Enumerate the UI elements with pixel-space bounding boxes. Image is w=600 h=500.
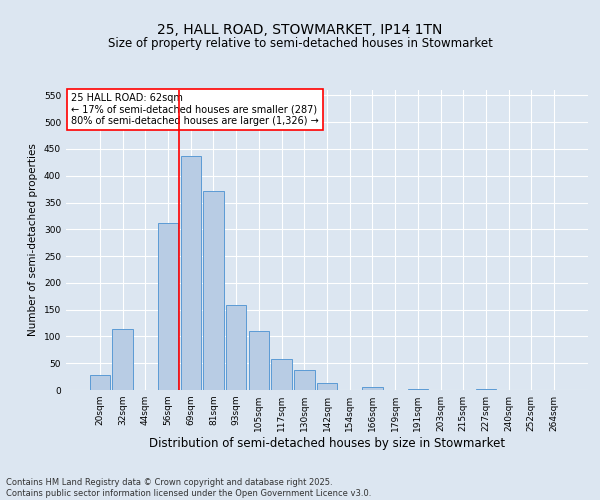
Text: 25 HALL ROAD: 62sqm
← 17% of semi-detached houses are smaller (287)
80% of semi-: 25 HALL ROAD: 62sqm ← 17% of semi-detach…	[71, 93, 319, 126]
Bar	[181, 156, 201, 390]
Text: Size of property relative to semi-detached houses in Stowmarket: Size of property relative to semi-detach…	[107, 38, 493, 51]
Text: Contains HM Land Registry data © Crown copyright and database right 2025.
Contai: Contains HM Land Registry data © Crown c…	[6, 478, 371, 498]
Bar	[362, 388, 383, 390]
Text: 25, HALL ROAD, STOWMARKET, IP14 1TN: 25, HALL ROAD, STOWMARKET, IP14 1TN	[157, 22, 443, 36]
Bar	[271, 359, 292, 390]
Y-axis label: Number of semi-detached properties: Number of semi-detached properties	[28, 144, 38, 336]
X-axis label: Distribution of semi-detached houses by size in Stowmarket: Distribution of semi-detached houses by …	[149, 437, 505, 450]
Bar	[407, 389, 428, 390]
Bar	[158, 223, 178, 390]
Bar	[112, 330, 133, 390]
Bar	[203, 190, 224, 390]
Bar	[226, 306, 247, 390]
Bar	[90, 375, 110, 390]
Bar	[248, 331, 269, 390]
Bar	[294, 370, 314, 390]
Bar	[317, 383, 337, 390]
